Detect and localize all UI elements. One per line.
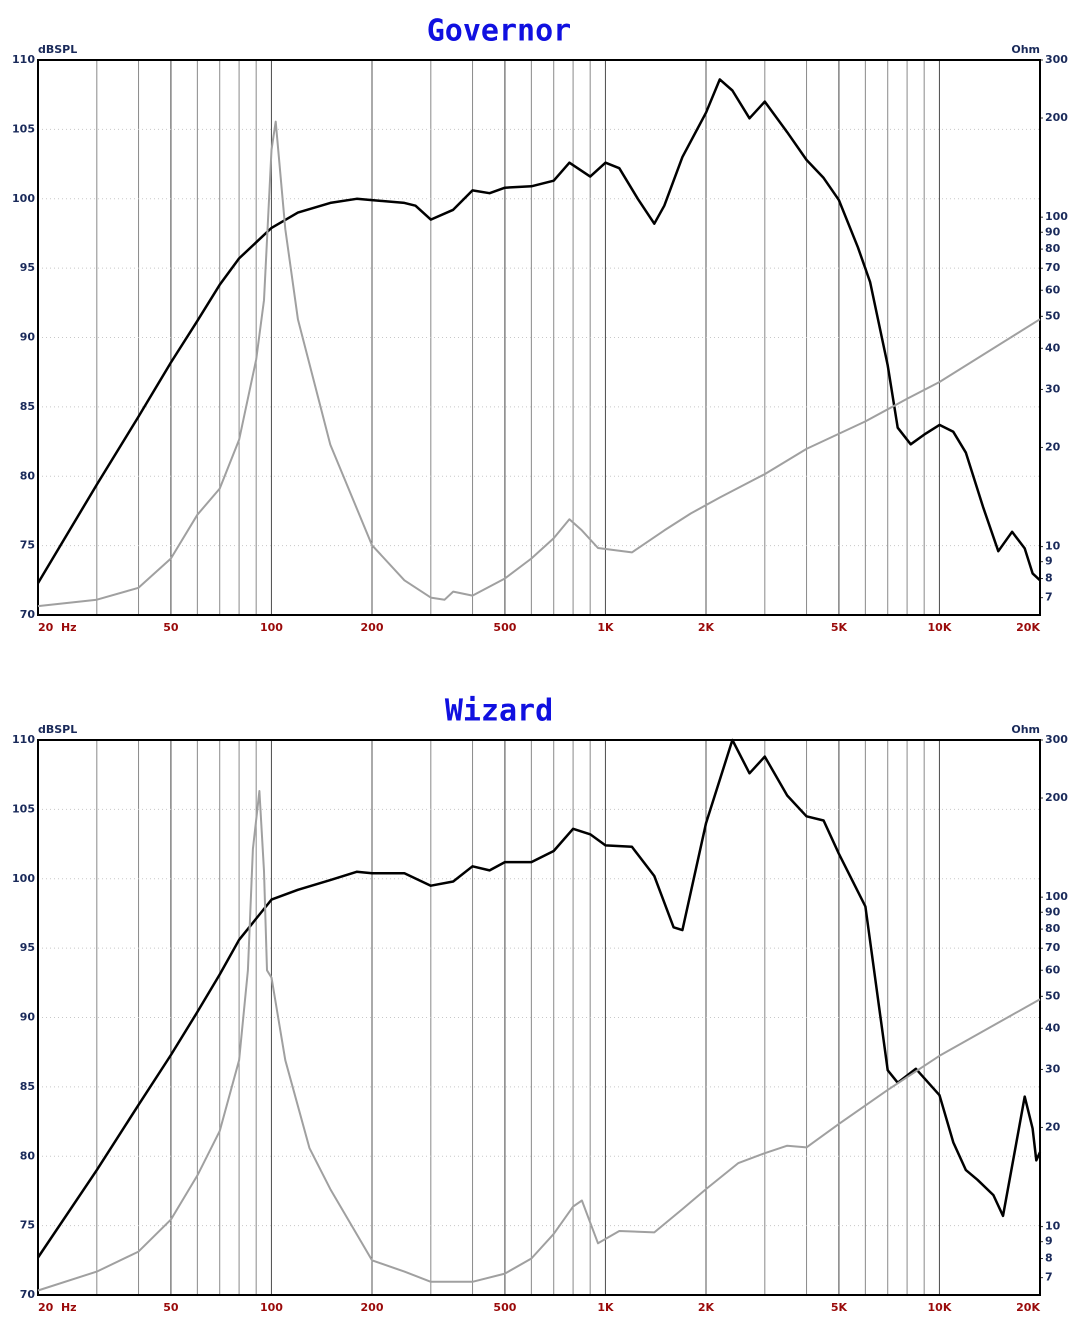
y2-tick-label: 20 [1045,1120,1061,1133]
y2-tick-label: 50 [1045,309,1061,322]
y-tick-label: 85 [20,1080,35,1093]
impedance-line [37,790,1041,1292]
y2-tick-label: 90 [1045,225,1061,238]
y2-tick-label: 40 [1045,341,1061,354]
y2-tick-label: 7 [1045,591,1053,604]
y2-tick-label: 60 [1045,283,1061,296]
x-tick-label: 20 Hz [38,1301,77,1314]
x-tick-label: 500 [493,621,516,634]
plot-frame [37,739,1041,1296]
y-tick-label: 80 [20,469,36,482]
y-tick-label: 75 [20,1219,35,1232]
y2-tick-label: 100 [1045,890,1068,903]
y2-tick-label: 10 [1045,540,1061,553]
y2-tick-label: 90 [1045,905,1061,918]
y2-tick-label: 70 [1045,261,1061,274]
y2-tick-label: 100 [1045,210,1068,223]
x-tick-label: 100 [260,1301,283,1314]
impedance-line [37,120,1041,608]
x-tick-label: 50 [163,621,179,634]
x-tick-label: 500 [493,1301,516,1314]
x-tick-label: 50 [163,1301,179,1314]
y-axis-label: dBSPL [38,43,77,56]
y2-axis-label: Ohm [1011,43,1040,56]
chart-title: Governor [427,14,572,49]
x-tick-label: 100 [260,621,283,634]
x-tick-label: 200 [361,621,384,634]
y2-tick-label: 200 [1045,111,1068,124]
x-tick-label: 2K [698,621,715,634]
y2-tick-label: 60 [1045,963,1061,976]
y-tick-label: 75 [20,539,35,552]
x-tick-label: 1K [597,1301,614,1314]
y2-tick-label: 9 [1045,555,1053,568]
y-tick-label: 105 [12,122,35,135]
spl-line [36,738,1042,1259]
y-tick-label: 70 [20,1288,36,1301]
y-tick-label: 90 [20,1011,36,1024]
y-tick-label: 110 [12,53,35,66]
y2-tick-label: 8 [1045,572,1053,585]
y-tick-label: 85 [20,400,35,413]
y-tick-label: 70 [20,608,36,621]
y2-axis-label: Ohm [1011,723,1040,736]
chart-title: Wizard [445,694,553,729]
y-tick-label: 95 [20,261,35,274]
y2-tick-label: 80 [1045,242,1061,255]
x-tick-label: 5K [831,621,848,634]
y2-tick-label: 20 [1045,440,1061,453]
y2-tick-label: 80 [1045,922,1061,935]
y2-tick-label: 50 [1045,989,1061,1002]
x-tick-label: 10K [928,1301,952,1314]
y-tick-label: 80 [20,1149,36,1162]
y2-tick-label: 70 [1045,941,1061,954]
y-tick-label: 110 [12,733,35,746]
x-tick-label: 200 [361,1301,384,1314]
x-tick-label: 2K [698,1301,715,1314]
y-tick-label: 100 [12,872,35,885]
spl-line [36,78,1041,584]
y2-tick-label: 9 [1045,1235,1053,1248]
y-tick-label: 105 [12,802,35,815]
y-tick-label: 95 [20,941,35,954]
y2-tick-label: 300 [1045,53,1068,66]
y-axis-label: dBSPL [38,723,77,736]
x-tick-label: 20K [1016,621,1040,634]
y2-tick-label: 7 [1045,1271,1053,1284]
y2-tick-label: 30 [1045,382,1061,395]
y2-tick-label: 300 [1045,733,1068,746]
x-tick-label: 1K [597,621,614,634]
x-tick-label: 20K [1016,1301,1040,1314]
y2-tick-label: 10 [1045,1220,1061,1233]
y-tick-label: 90 [20,331,36,344]
plot-frame [37,59,1041,616]
x-tick-label: 10K [928,621,952,634]
y2-tick-label: 40 [1045,1021,1061,1034]
y2-tick-label: 8 [1045,1252,1053,1265]
y2-tick-label: 200 [1045,791,1068,804]
y2-tick-label: 30 [1045,1062,1061,1075]
x-tick-label: 20 Hz [38,621,77,634]
x-tick-label: 5K [831,1301,848,1314]
y-tick-label: 100 [12,192,35,205]
